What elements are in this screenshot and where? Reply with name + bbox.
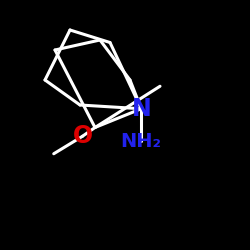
Text: NH₂: NH₂ bbox=[121, 132, 162, 151]
Text: O: O bbox=[72, 124, 92, 148]
Text: N: N bbox=[132, 97, 151, 121]
